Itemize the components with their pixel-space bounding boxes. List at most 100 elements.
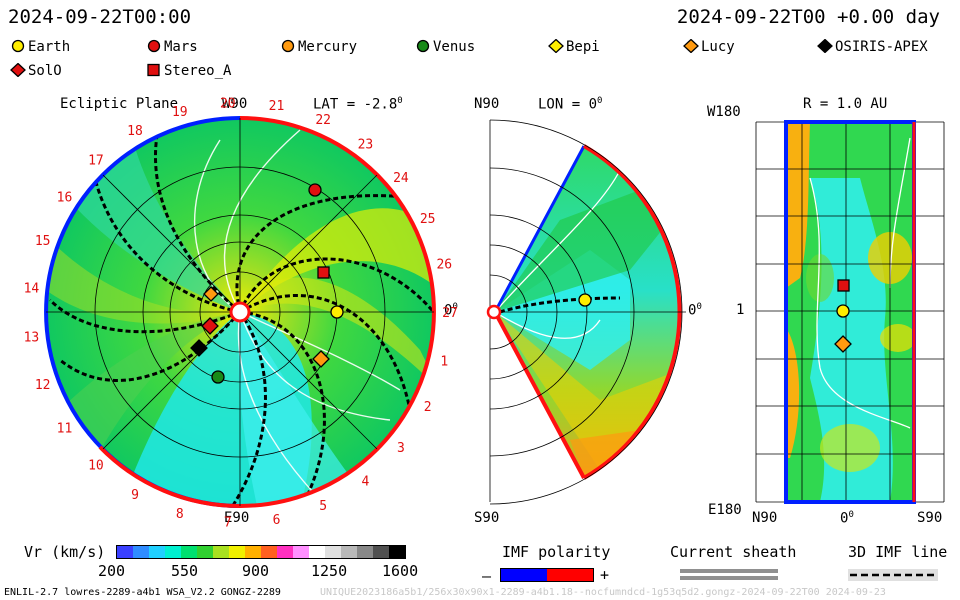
stereo-a-marker: [317, 266, 330, 279]
colorbar-tick-1250: 1250: [311, 562, 348, 580]
ecliptic-objects: [190, 183, 344, 384]
colorbar-swatch: [341, 546, 357, 558]
carrington-label: 10: [88, 459, 104, 474]
x-label-text: 0: [840, 510, 849, 527]
imf-negative-swatch: [501, 569, 547, 581]
carrington-label: 8: [176, 507, 184, 522]
imf-positive-swatch: [547, 569, 593, 581]
sphere-radius-label: R = 1.0 AU: [803, 96, 888, 112]
venus-marker: [211, 370, 225, 384]
legend-item-mercury: Mercury: [280, 39, 357, 55]
legend-label: Lucy: [701, 39, 735, 55]
carrington-label: 14: [24, 282, 40, 297]
colorbar-swatch: [261, 546, 277, 558]
footer-run-id: UNIQUE2023186a5b1/256x30x90x1-2289-a4b1.…: [320, 587, 886, 598]
current-sheath-swatch: [680, 569, 778, 580]
sphere-bottom-left-label: E180: [708, 502, 742, 518]
lat-label-text: LAT = -2.8: [313, 96, 398, 113]
ecliptic-bottom-label: E90: [224, 510, 250, 526]
sphere-objects: [834, 279, 852, 353]
circle-marker-icon: [147, 39, 161, 53]
colorbar-swatch: [197, 546, 213, 558]
ecliptic-right-label: 00: [444, 302, 458, 319]
colorbar-tick-900: 900: [242, 562, 270, 580]
imf-minus-label: –: [482, 567, 492, 585]
legend-label: Venus: [433, 39, 476, 55]
meridional-bottom-label: S90: [474, 510, 500, 526]
sphere-x-label-s90: S90: [917, 510, 943, 526]
carrington-label: 20: [220, 96, 236, 111]
sphere-top-left-label: W180: [707, 104, 741, 120]
circle-marker-icon: [416, 39, 430, 53]
colorbar-swatch: [373, 546, 389, 558]
right-label-text: 0: [444, 302, 453, 319]
imf-polarity-title: IMF polarity: [502, 543, 611, 561]
colorbar-label: Vr (km/s): [24, 543, 106, 561]
diamond-marker-icon: [548, 38, 564, 54]
earth-marker: [330, 305, 344, 319]
ecliptic-title: Ecliptic Plane: [60, 96, 179, 112]
stereo-a-marker: [837, 279, 850, 292]
sphere-mid-left-label: 1: [736, 302, 745, 318]
lucy-marker: [312, 350, 330, 368]
legend-label: OSIRIS-APEX: [835, 39, 928, 55]
legend-item-lucy: Lucy: [683, 38, 735, 55]
sun-icon: [229, 301, 251, 323]
legend-item-venus: Venus: [415, 39, 475, 55]
legend-label: Mercury: [298, 39, 358, 55]
legend-item-earth: Earth: [10, 39, 70, 55]
datetime-left: 2024-09-22T00:00: [8, 6, 192, 28]
meridional-field: [495, 146, 680, 478]
colorbar-swatch: [117, 546, 133, 558]
carrington-label: 2: [424, 400, 432, 415]
sphere-field: [786, 122, 914, 502]
lon-label-text: LON = 0: [538, 96, 598, 113]
datetime-right: 2024-09-22T00 +0.00 day: [676, 6, 940, 28]
carrington-label: 15: [35, 234, 51, 249]
meridional-lon-label: LON = 00: [538, 96, 603, 113]
current-sheath-title: Current sheath: [670, 543, 797, 561]
imf-plus-label: +: [600, 566, 610, 584]
legend-label: Earth: [28, 39, 71, 55]
colorbar-swatch: [229, 546, 245, 558]
legend-item-solo: SolO: [10, 62, 62, 79]
colorbar-swatch: [165, 546, 181, 558]
colorbar-swatch: [133, 546, 149, 558]
carrington-label: 26: [436, 258, 452, 273]
circle-marker-icon: [11, 39, 25, 53]
legend-item-mars: Mars: [146, 39, 198, 55]
square-marker-icon: [147, 63, 160, 77]
carrington-label: 9: [131, 488, 139, 503]
legend-label: Mars: [164, 39, 198, 55]
diamond-marker-icon: [817, 38, 833, 54]
sphere-x-label-n90: N90: [752, 510, 778, 526]
colorbar-swatch: [245, 546, 261, 558]
legend-item-stereo-a: Stereo_A: [146, 63, 231, 79]
legend-item-bepi: Bepi: [548, 38, 600, 55]
meridional-top-label: N90: [474, 96, 500, 112]
carrington-label: 25: [420, 212, 436, 227]
legend-label: Stereo_A: [164, 63, 232, 79]
carrington-label: 5: [319, 499, 327, 514]
colorbar-swatch: [309, 546, 325, 558]
meridional-grid: [489, 119, 686, 505]
carrington-label: 21: [269, 99, 285, 114]
imf-line-title: 3D IMF line: [848, 543, 948, 561]
carrington-label: 16: [57, 191, 73, 206]
meridional-right-label: 00: [688, 302, 702, 319]
ecliptic-top-label: W90: [222, 96, 248, 112]
osiris-apex-marker: [190, 339, 208, 357]
imf-line-swatch: [848, 569, 938, 581]
colorbar: [116, 545, 406, 559]
ecliptic-lat-label: LAT = -2.80: [313, 96, 403, 113]
carrington-label: 18: [127, 124, 143, 139]
colorbar-swatch: [277, 546, 293, 558]
carrington-label: 13: [24, 330, 40, 345]
carrington-label: 11: [57, 421, 73, 436]
carrington-label: 17: [88, 153, 104, 168]
legend-label: Bepi: [566, 39, 600, 55]
carrington-label: 1: [440, 354, 448, 369]
mercury-marker: [203, 286, 219, 302]
